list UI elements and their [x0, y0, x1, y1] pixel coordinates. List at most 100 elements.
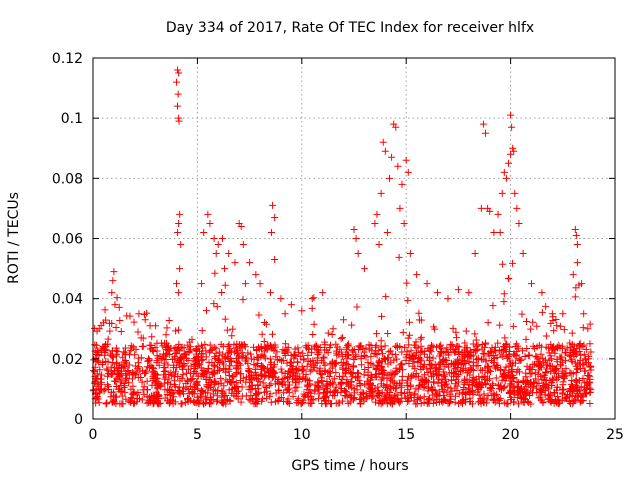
x-tick-label: 0: [89, 427, 98, 443]
data-point: [125, 361, 133, 369]
data-point: [451, 370, 459, 378]
data-point: [550, 369, 558, 377]
data-point: [92, 341, 100, 349]
data-point: [362, 344, 370, 352]
data-point: [284, 348, 292, 356]
data-point: [110, 367, 118, 375]
data-point: [425, 356, 433, 364]
data-point: [518, 384, 526, 392]
data-point: [234, 383, 242, 391]
data-point: [571, 359, 579, 367]
data-point: [441, 396, 449, 404]
data-point: [115, 385, 123, 393]
data-point: [372, 398, 380, 406]
data-point: [285, 373, 293, 381]
data-point: [515, 219, 523, 227]
data-point: [509, 359, 517, 367]
data-point: [455, 343, 463, 351]
data-point: [225, 340, 233, 348]
data-point: [187, 396, 195, 404]
data-point: [509, 144, 517, 152]
data-point: [326, 369, 334, 377]
data-point: [535, 341, 543, 349]
data-point: [491, 355, 499, 363]
data-point: [383, 228, 391, 236]
data-point: [469, 362, 477, 370]
data-point: [486, 347, 494, 355]
data-point: [174, 228, 182, 236]
data-point: [413, 271, 421, 279]
data-point: [295, 348, 303, 356]
data-point: [378, 357, 386, 365]
data-point: [180, 362, 188, 370]
data-point: [172, 327, 180, 335]
data-point: [562, 357, 570, 365]
data-point: [403, 379, 411, 387]
data-point: [340, 387, 348, 395]
data-point: [138, 378, 146, 386]
data-point: [526, 364, 534, 372]
data-point: [562, 365, 570, 373]
data-point: [198, 280, 206, 288]
data-point: [510, 147, 518, 155]
data-point: [401, 390, 409, 398]
data-point: [141, 316, 149, 324]
data-point: [161, 375, 169, 383]
data-point: [329, 325, 337, 333]
data-point: [246, 259, 254, 267]
data-point: [247, 392, 255, 400]
data-point: [447, 384, 455, 392]
data-point: [146, 396, 154, 404]
data-point: [175, 69, 183, 77]
data-point: [435, 352, 443, 360]
data-point: [494, 210, 502, 218]
data-point: [556, 398, 564, 406]
data-point: [112, 393, 120, 401]
data-point: [413, 396, 421, 404]
data-point: [482, 357, 490, 365]
data-point: [112, 400, 120, 408]
data-point: [441, 380, 449, 388]
data-point: [584, 325, 592, 333]
data-point: [175, 219, 183, 227]
data-point: [169, 393, 177, 401]
data-point: [254, 360, 262, 368]
data-point: [578, 397, 586, 405]
data-point: [252, 400, 260, 408]
data-point: [342, 378, 350, 386]
data-point: [90, 386, 98, 394]
data-point: [405, 318, 413, 326]
data-point: [236, 342, 244, 350]
data-point: [277, 295, 285, 303]
data-point: [567, 343, 575, 351]
data-point: [434, 379, 442, 387]
data-point: [484, 319, 492, 327]
data-point: [310, 294, 318, 302]
data-point: [529, 318, 537, 326]
data-point: [586, 320, 594, 328]
data-point: [337, 379, 345, 387]
data-point: [174, 90, 182, 98]
data-point: [167, 369, 175, 377]
data-point: [558, 372, 566, 380]
data-point: [157, 339, 165, 347]
data-point: [329, 360, 337, 368]
data-point: [423, 353, 431, 361]
data-point: [238, 383, 246, 391]
data-point: [514, 345, 522, 353]
data-point: [441, 395, 449, 403]
data-point: [417, 342, 425, 350]
data-point: [404, 168, 412, 176]
data-point: [541, 391, 549, 399]
data-point: [540, 371, 548, 379]
data-point: [245, 396, 253, 404]
data-point: [472, 336, 480, 344]
data-point: [260, 337, 268, 345]
data-point: [392, 123, 400, 131]
data-point: [281, 370, 289, 378]
data-point: [299, 367, 307, 375]
data-point: [434, 289, 442, 297]
data-point: [164, 379, 172, 387]
data-point: [581, 379, 589, 387]
data-point: [580, 341, 588, 349]
